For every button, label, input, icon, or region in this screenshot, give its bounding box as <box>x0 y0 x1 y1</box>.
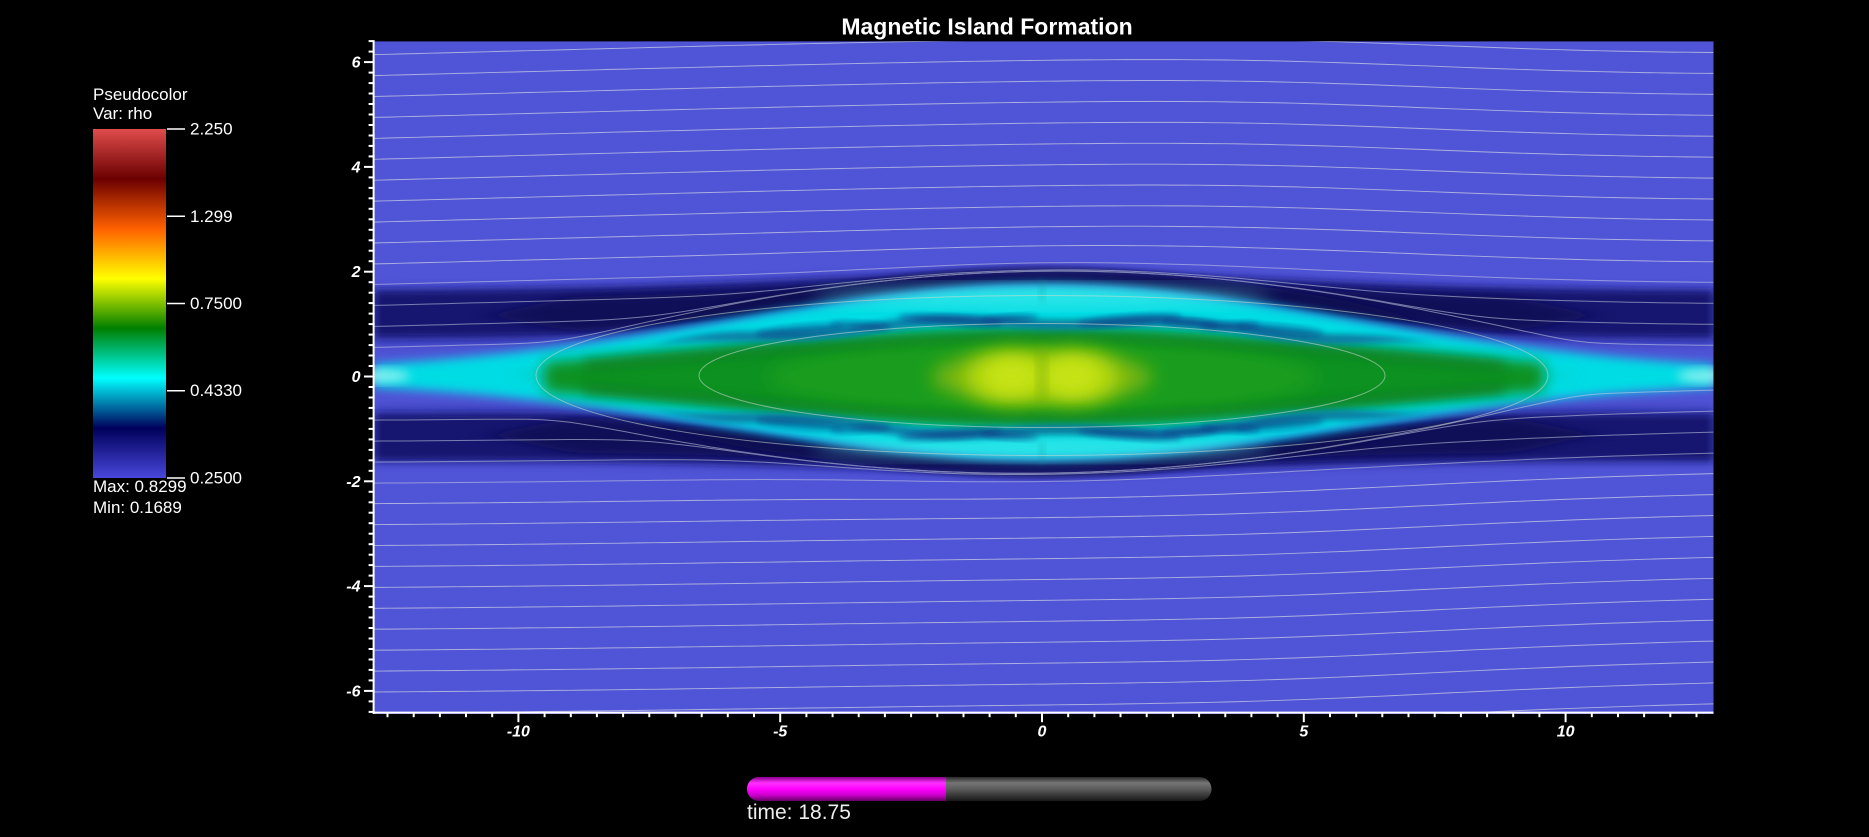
svg-text:0: 0 <box>352 369 361 386</box>
svg-text:5: 5 <box>1299 724 1309 741</box>
svg-text:-6: -6 <box>346 683 360 700</box>
svg-text:10: 10 <box>1557 724 1575 741</box>
svg-text:-5: -5 <box>773 724 788 741</box>
svg-text:0.4330: 0.4330 <box>190 381 242 400</box>
svg-text:4: 4 <box>351 159 361 176</box>
svg-text:Min: 0.1689: Min: 0.1689 <box>93 498 182 517</box>
svg-text:2: 2 <box>351 264 361 281</box>
svg-text:-4: -4 <box>346 579 360 596</box>
svg-text:-10: -10 <box>507 724 530 741</box>
svg-text:Pseudocolor: Pseudocolor <box>93 85 188 104</box>
svg-text:Var: rho: Var: rho <box>93 104 152 123</box>
svg-text:0.2500: 0.2500 <box>190 469 242 488</box>
svg-text:0.7500: 0.7500 <box>190 294 242 313</box>
svg-text:-2: -2 <box>346 474 360 491</box>
svg-text:0: 0 <box>1038 724 1047 741</box>
svg-text:2.250: 2.250 <box>190 120 233 139</box>
svg-text:time: 18.75: time: 18.75 <box>747 801 851 824</box>
svg-text:Magnetic Island Formation: Magnetic Island Formation <box>841 14 1132 40</box>
svg-text:Max: 0.8299: Max: 0.8299 <box>93 477 187 496</box>
svg-text:6: 6 <box>352 55 361 72</box>
svg-text:1.299: 1.299 <box>190 207 233 226</box>
